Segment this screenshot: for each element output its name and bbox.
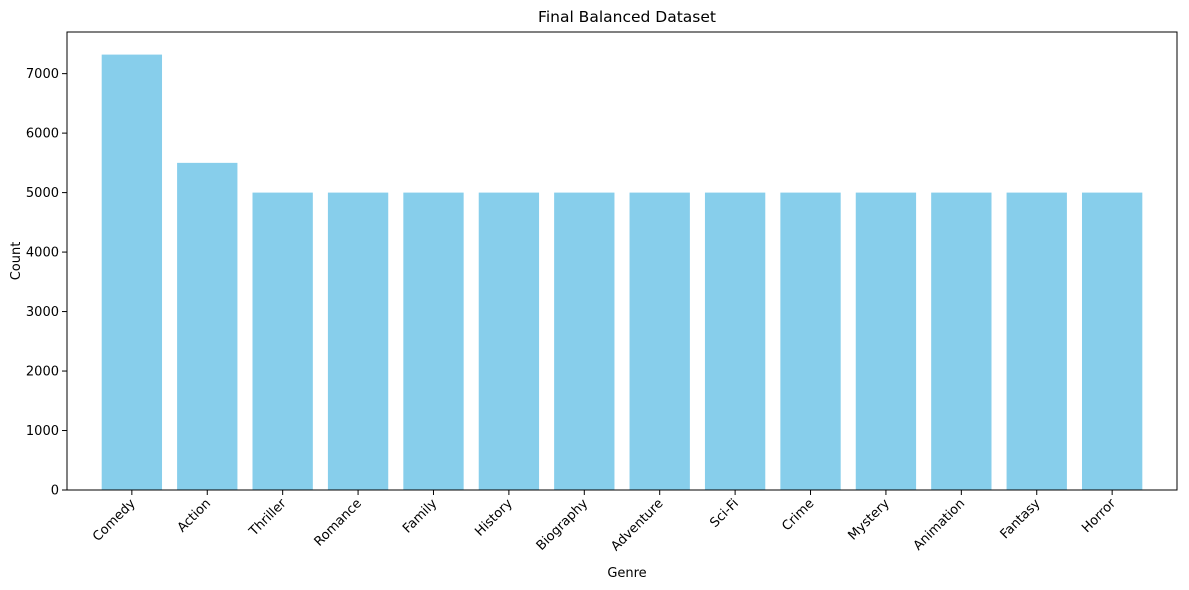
x-tick-label: Animation (911, 496, 968, 553)
x-tick-label: Horror (1079, 496, 1119, 536)
bar-biography (554, 192, 615, 490)
chart-title: Final Balanced Dataset (538, 8, 716, 26)
bar-fantasy (1006, 192, 1067, 490)
y-tick-label: 7000 (26, 67, 59, 82)
x-tick-label: Adventure (608, 496, 666, 554)
x-tick-label: History (472, 496, 516, 540)
x-tick-label: Comedy (90, 496, 139, 545)
y-tick-label: 1000 (26, 424, 59, 439)
y-tick-label: 0 (51, 484, 59, 499)
y-axis-title: Count (9, 242, 24, 281)
bar-family (403, 192, 464, 490)
bar-sci-fi (704, 192, 766, 490)
bar-crime (780, 192, 841, 490)
bar-history (478, 192, 540, 490)
bar-mystery (855, 192, 917, 490)
x-tick-label: Family (400, 496, 440, 536)
y-tick-label: 2000 (26, 365, 59, 380)
x-tick-label: Crime (779, 496, 817, 534)
x-tick-label: Fantasy (998, 496, 1044, 542)
x-tick-label: Biography (534, 496, 592, 554)
y-tick-label: 3000 (26, 305, 59, 320)
x-axis-title: Genre (607, 566, 646, 581)
y-tick-label: 5000 (26, 186, 59, 201)
plot-frame (66, 31, 1178, 491)
y-tick-label: 4000 (26, 246, 59, 261)
x-tick-label: Romance (312, 496, 365, 549)
bar-romance (327, 192, 389, 490)
bars-group (101, 54, 1143, 491)
x-tick-label: Sci-Fi (707, 496, 742, 531)
x-axis: Comedy Action Thriller Romance Family History… (90, 490, 1119, 554)
bar-animation (931, 192, 992, 490)
bar-action (177, 162, 238, 491)
bar-horror (1081, 192, 1143, 490)
x-tick-label: Thriller (246, 496, 290, 540)
y-axis: 0 1000 2000 3000 4000 5000 6000 7000 (26, 67, 67, 499)
y-tick-label: 6000 (26, 127, 59, 142)
bar-comedy (101, 54, 163, 490)
bar-thriller (252, 192, 313, 490)
x-tick-label: Action (175, 496, 214, 535)
x-tick-label: Mystery (846, 496, 893, 543)
bar-adventure (629, 192, 690, 490)
